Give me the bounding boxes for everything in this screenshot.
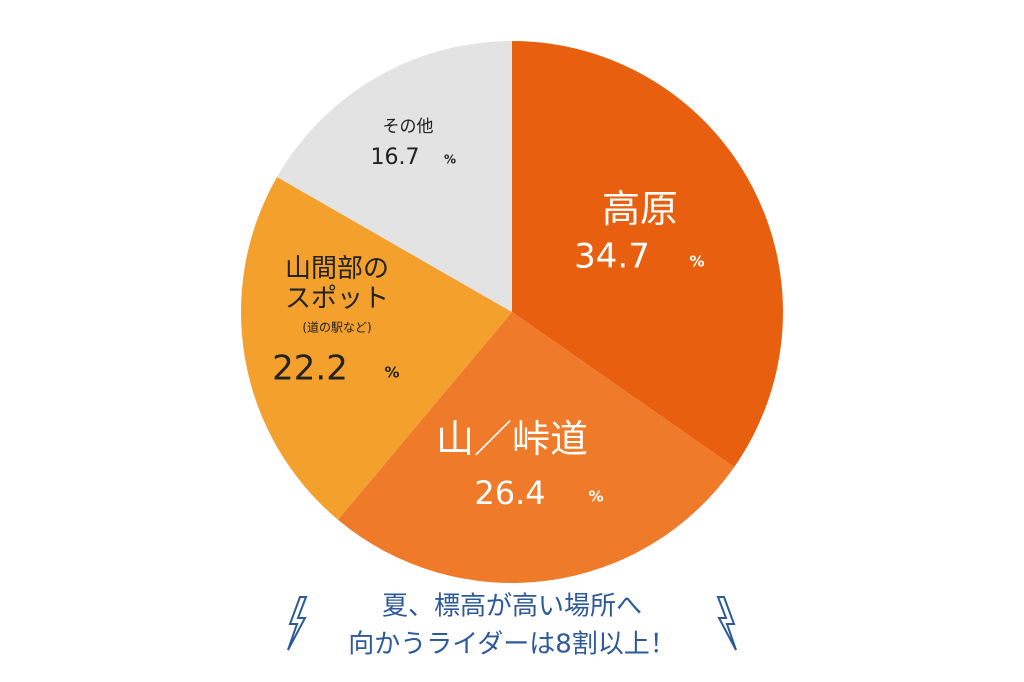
slice-note: (道の駅など) [302, 321, 371, 335]
unit-label: % [444, 153, 456, 167]
slice-label: 山間部のスポット [284, 254, 389, 314]
value-label: 22.2 [272, 349, 348, 389]
value-label: 26.4 [474, 474, 545, 512]
value-label: 16.7 [371, 145, 420, 170]
slice-label: その他 [382, 117, 434, 138]
caption: 向かうライダーは8割以上！ [348, 630, 676, 660]
unit-label: % [689, 253, 704, 271]
slice-label: 高原 [601, 187, 679, 232]
caption: 夏、標高が高い場所へ [382, 592, 642, 622]
unit-label: % [384, 364, 399, 382]
pie-slice [277, 41, 512, 312]
bolt-left [287, 596, 308, 651]
unit-label: % [588, 488, 603, 506]
value-label: 34.7 [574, 237, 650, 277]
pie-slice [337, 312, 735, 584]
slice-label: 山／峠道 [435, 417, 589, 462]
pie-slice [241, 176, 512, 520]
bolt-right [716, 596, 737, 651]
pie-slice [512, 41, 784, 468]
